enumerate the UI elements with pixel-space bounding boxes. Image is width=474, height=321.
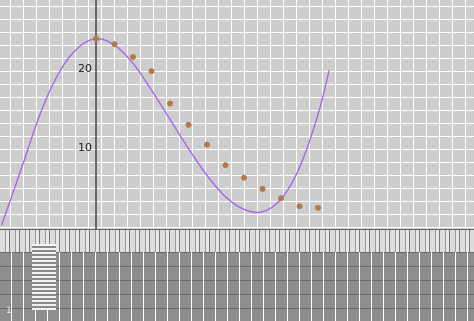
chart-canvas <box>1 0 330 229</box>
x-axis-tick-strip <box>0 229 474 253</box>
data-point <box>111 41 118 48</box>
data-point <box>204 141 210 148</box>
x-axis-label-area <box>0 252 474 321</box>
y-tick-label-10: 10 <box>78 141 92 154</box>
stacked-tick-marks <box>32 244 56 310</box>
data-point <box>93 35 99 42</box>
data-point <box>148 68 155 75</box>
data-point <box>185 121 192 128</box>
data-point <box>315 204 321 211</box>
data-point <box>130 53 136 60</box>
data-point <box>259 185 266 192</box>
y-tick-label-20: 20 <box>78 62 92 75</box>
data-point <box>278 195 284 202</box>
corner-mark: 1 <box>6 306 12 316</box>
plot-area: 20 10 <box>0 0 474 229</box>
data-point <box>296 203 303 210</box>
data-point <box>222 162 229 169</box>
data-point <box>241 174 247 181</box>
data-point <box>167 100 173 107</box>
